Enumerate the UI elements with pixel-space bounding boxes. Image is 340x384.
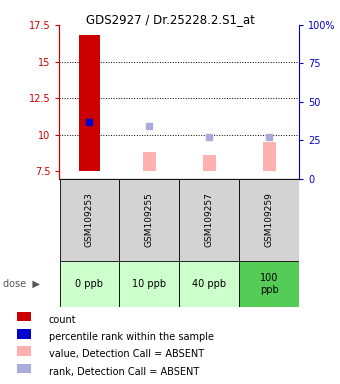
Text: count: count	[49, 314, 76, 325]
Text: value, Detection Call = ABSENT: value, Detection Call = ABSENT	[49, 349, 204, 359]
Bar	[119, 179, 180, 261]
Bar	[79, 35, 100, 171]
Text: GSM109255: GSM109255	[145, 192, 154, 247]
Bar	[143, 152, 156, 171]
Bar	[17, 329, 31, 339]
Text: GSM109259: GSM109259	[265, 192, 274, 247]
Bar	[239, 261, 299, 307]
Text: GDS2927 / Dr.25228.2.S1_at: GDS2927 / Dr.25228.2.S1_at	[86, 13, 254, 26]
Text: rank, Detection Call = ABSENT: rank, Detection Call = ABSENT	[49, 366, 199, 377]
Bar	[17, 312, 31, 321]
Text: 10 ppb: 10 ppb	[132, 279, 167, 289]
Bar	[59, 261, 119, 307]
Bar	[119, 261, 180, 307]
Bar	[17, 364, 31, 373]
Text: dose  ▶: dose ▶	[3, 279, 40, 289]
Bar	[59, 179, 119, 261]
Bar	[180, 179, 239, 261]
Text: GSM109257: GSM109257	[205, 192, 214, 247]
Text: GSM109253: GSM109253	[85, 192, 94, 247]
Bar	[17, 346, 31, 356]
Text: percentile rank within the sample: percentile rank within the sample	[49, 332, 214, 342]
Bar	[239, 179, 299, 261]
Text: 0 ppb: 0 ppb	[75, 279, 103, 289]
Text: 100
ppb: 100 ppb	[260, 273, 278, 295]
Bar	[180, 261, 239, 307]
Text: 40 ppb: 40 ppb	[192, 279, 226, 289]
Bar	[203, 155, 216, 171]
Bar	[262, 142, 276, 171]
